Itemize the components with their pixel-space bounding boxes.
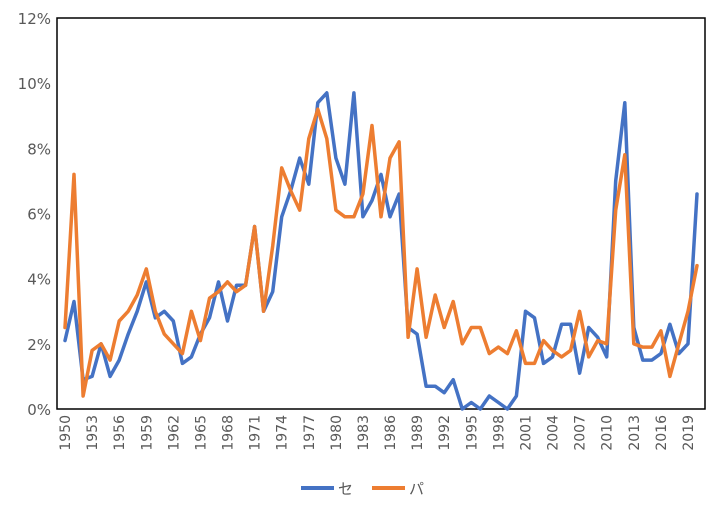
x-tick-label: 1977	[302, 415, 318, 451]
y-axis: 0% 2% 4% 6% 8% 10% 12%	[18, 10, 51, 419]
series-line-se	[63, 91, 699, 411]
y-tick-label: 10%	[18, 75, 51, 93]
series-lines	[63, 91, 699, 411]
x-tick-label: 2004	[546, 415, 562, 451]
x-tick-label: 1995	[464, 415, 480, 451]
legend: セ パ	[301, 480, 424, 498]
x-tick-label: 1989	[410, 415, 426, 451]
legend-label-pa: パ	[409, 480, 424, 498]
x-tick-label: 1968	[221, 415, 237, 451]
x-tick-label: 1986	[383, 415, 399, 451]
x-tick-label: 1962	[166, 415, 182, 451]
x-tick-label: 1959	[139, 415, 155, 451]
series-line-pa	[63, 107, 699, 398]
x-tick-label: 1998	[491, 415, 507, 451]
x-tick-label: 1992	[437, 415, 453, 451]
x-tick-label: 1953	[85, 415, 101, 451]
legend-label-se: セ	[338, 480, 353, 498]
x-tick-label: 1980	[329, 415, 345, 451]
y-tick-label: 12%	[18, 10, 51, 28]
x-tick-label: 1956	[112, 415, 128, 451]
y-tick-label: 2%	[27, 336, 51, 354]
y-tick-label: 0%	[27, 401, 51, 419]
x-tick-label: 2001	[518, 415, 534, 451]
y-tick-label: 6%	[27, 206, 51, 224]
x-axis: 1950 1953 1956 1959 1962 1965 1968 1971 1974 1977…	[58, 415, 697, 451]
x-tick-label: 1983	[356, 415, 372, 451]
x-tick-label: 2010	[600, 415, 616, 451]
plot-frame	[56, 17, 706, 410]
x-tick-label: 2013	[627, 415, 643, 451]
x-tick-label: 1974	[275, 415, 291, 451]
y-tick-label: 8%	[27, 140, 51, 158]
x-tick-label: 1971	[248, 415, 264, 451]
x-tick-label: 2007	[573, 415, 589, 451]
x-tick-label: 2019	[681, 415, 697, 451]
y-tick-label: 4%	[27, 271, 51, 289]
x-tick-label: 1965	[193, 415, 209, 451]
x-tick-label: 1950	[58, 415, 74, 451]
x-tick-label: 2016	[654, 415, 670, 451]
